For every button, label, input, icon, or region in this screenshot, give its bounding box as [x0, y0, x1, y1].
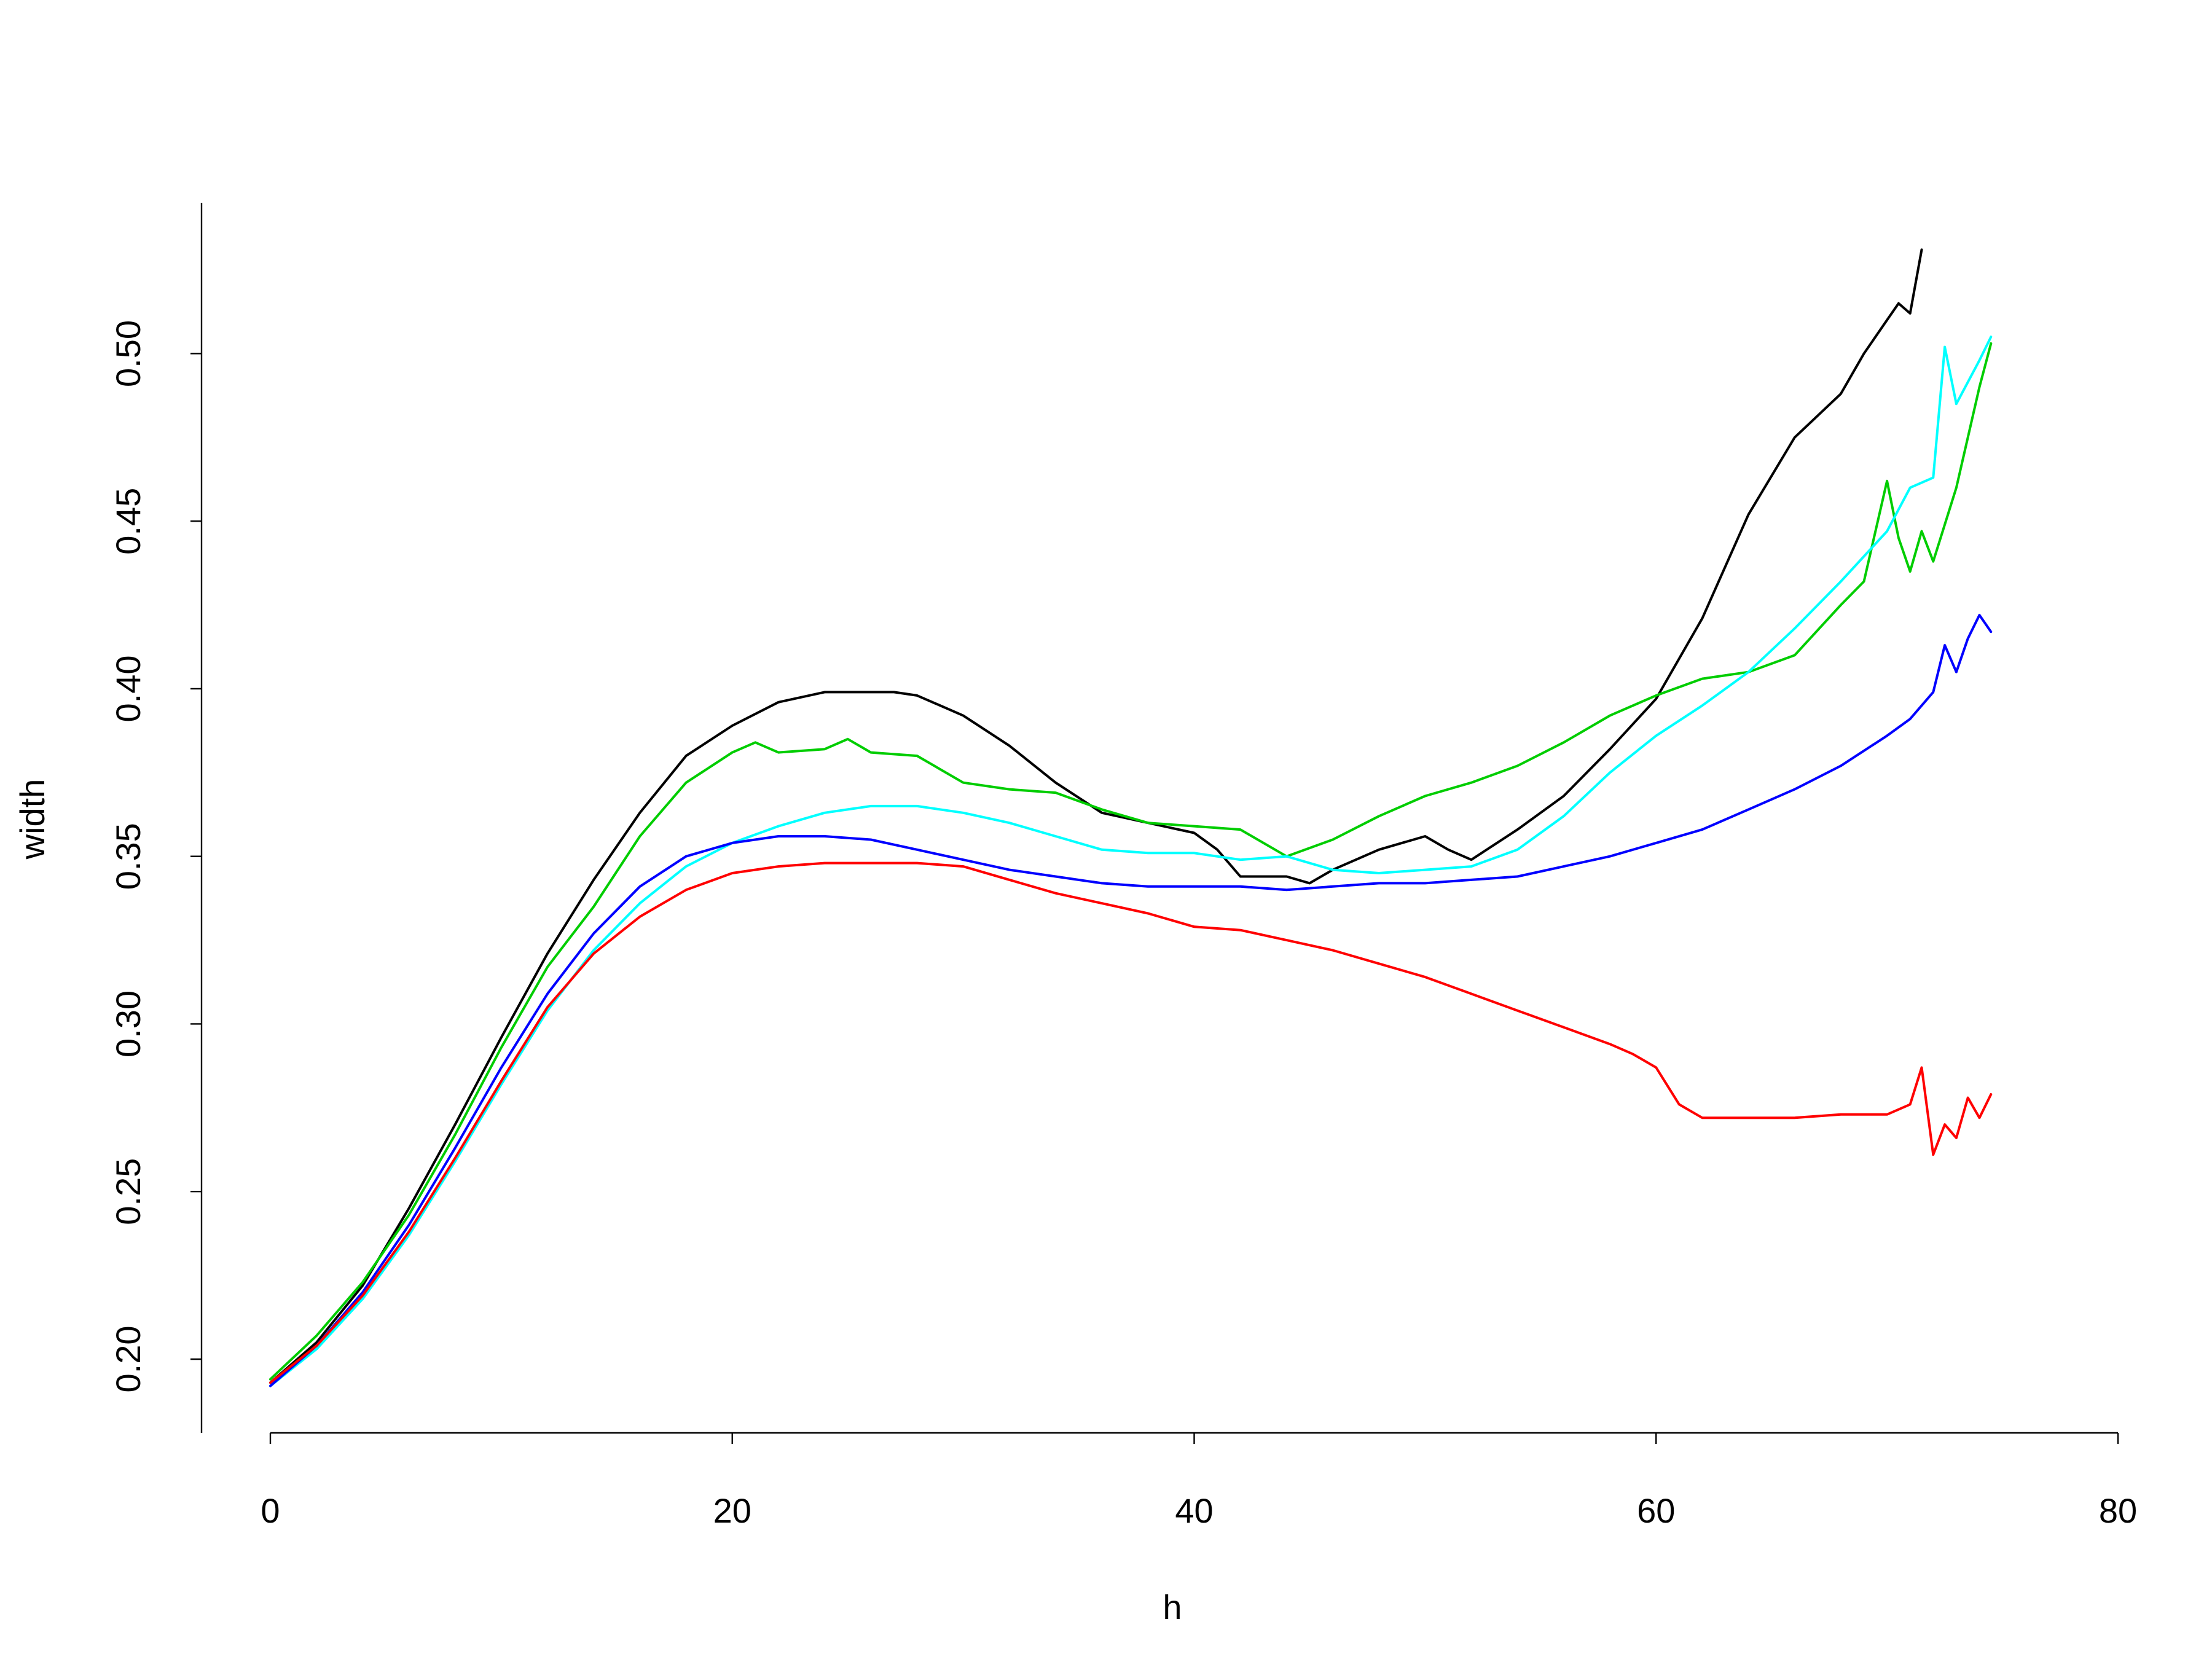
- x-tick-label: 60: [1637, 1491, 1675, 1530]
- y-tick-label: 0.50: [109, 320, 147, 387]
- y-tick-label: 0.40: [109, 655, 147, 722]
- x-tick-label: 20: [713, 1491, 751, 1530]
- series-line-1: [269, 248, 1923, 1384]
- x-axis-ticks: 0 20 40 60 80: [261, 1433, 2137, 1530]
- x-tick-label: 0: [261, 1491, 280, 1530]
- axes: [200, 203, 2118, 1434]
- series-line-4: [269, 614, 1993, 1387]
- y-axis-ticks: 0.20 0.25 0.30 0.35 0.40 0.45 0.50: [109, 320, 202, 1392]
- x-axis-title: h: [1163, 1588, 1182, 1626]
- series-line-3: [269, 335, 1993, 1387]
- y-tick-label: 0.35: [109, 823, 147, 890]
- y-tick-label: 0.30: [109, 990, 147, 1057]
- series-line-2: [269, 342, 1993, 1381]
- series-line-5: [269, 861, 1993, 1384]
- y-axis-title: width: [13, 779, 52, 860]
- y-tick-label: 0.45: [109, 488, 147, 555]
- x-tick-label: 80: [2099, 1491, 2137, 1530]
- x-tick-label: 40: [1175, 1491, 1213, 1530]
- series-lines: [269, 248, 1993, 1387]
- y-tick-label: 0.25: [109, 1158, 147, 1225]
- y-tick-label: 0.20: [109, 1325, 147, 1392]
